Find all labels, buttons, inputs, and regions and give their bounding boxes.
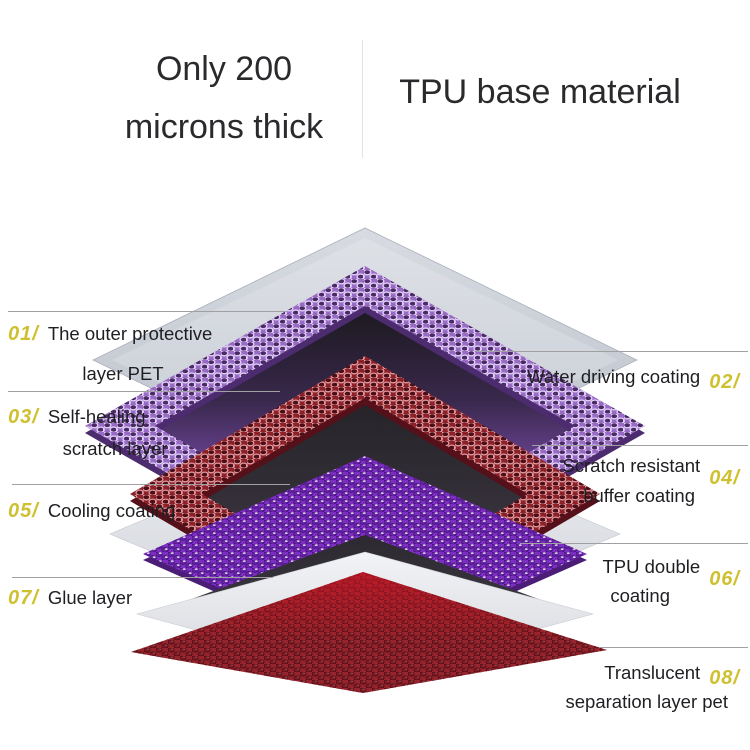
callout-06-text-line2: coating xyxy=(610,585,670,606)
leader-line-03 xyxy=(8,391,280,392)
callout-08-translucent-separation: Translucent 08/ separation layer pet xyxy=(490,659,740,716)
callout-02-text: Water driving coating xyxy=(527,366,701,387)
callout-01-text: The outer protective xyxy=(47,323,213,344)
headline-left-line2: microns thick xyxy=(124,108,324,146)
callout-05-text: Cooling coating xyxy=(47,500,176,521)
callout-06-tpu-double: TPU double 06/ coating xyxy=(500,553,740,610)
callout-03-text: Self-healing xyxy=(47,406,146,427)
headline-left-line1: Only 200 xyxy=(155,50,293,88)
leader-line-08 xyxy=(600,647,748,648)
callout-07-glue-layer: 07/ Glue layer xyxy=(8,584,238,612)
callout-01-number: 01/ xyxy=(8,323,39,345)
callout-05-number: 05/ xyxy=(8,500,39,522)
callout-04-text-line2: buffer coating xyxy=(583,485,695,506)
headline-left: Only 200 microns thick xyxy=(74,40,374,156)
callout-02-number: 02/ xyxy=(709,371,740,393)
headline-right: TPU base material xyxy=(399,73,681,111)
leader-line-04 xyxy=(532,445,748,446)
callout-04-scratch-resistant: Scratch resistant 04/ buffer coating xyxy=(500,452,740,510)
leader-line-06 xyxy=(520,543,748,544)
callout-04-text: Scratch resistant xyxy=(562,455,701,476)
callout-01-text-line2: layer PET xyxy=(82,363,164,384)
callout-08-number: 08/ xyxy=(709,667,740,689)
callout-05-cooling-coating: 05/ Cooling coating xyxy=(8,497,238,525)
callout-03-text-line2: scratch layer xyxy=(62,438,168,459)
callout-07-text: Glue layer xyxy=(47,587,133,608)
leader-line-05 xyxy=(12,484,290,485)
callout-04-number: 04/ xyxy=(709,467,740,489)
callout-03-self-healing: 03/ Self-healing scratch layer xyxy=(8,403,222,463)
leader-line-01 xyxy=(8,311,286,312)
layer-red-separation xyxy=(131,572,607,693)
callout-01-outer-protective: 01/ The outer protective layer PET xyxy=(8,320,238,388)
callout-08-text-line2: separation layer pet xyxy=(565,691,729,712)
callout-02-water-driving: Water driving coating 02/ xyxy=(440,363,740,393)
callout-06-number: 06/ xyxy=(709,568,740,590)
leader-line-02 xyxy=(476,351,748,352)
callout-03-number: 03/ xyxy=(8,406,39,428)
headline-divider xyxy=(362,40,363,158)
leader-line-07 xyxy=(12,577,273,578)
callout-07-number: 07/ xyxy=(8,587,39,609)
callout-08-text: Translucent xyxy=(604,662,701,683)
callout-06-text: TPU double xyxy=(602,556,701,577)
